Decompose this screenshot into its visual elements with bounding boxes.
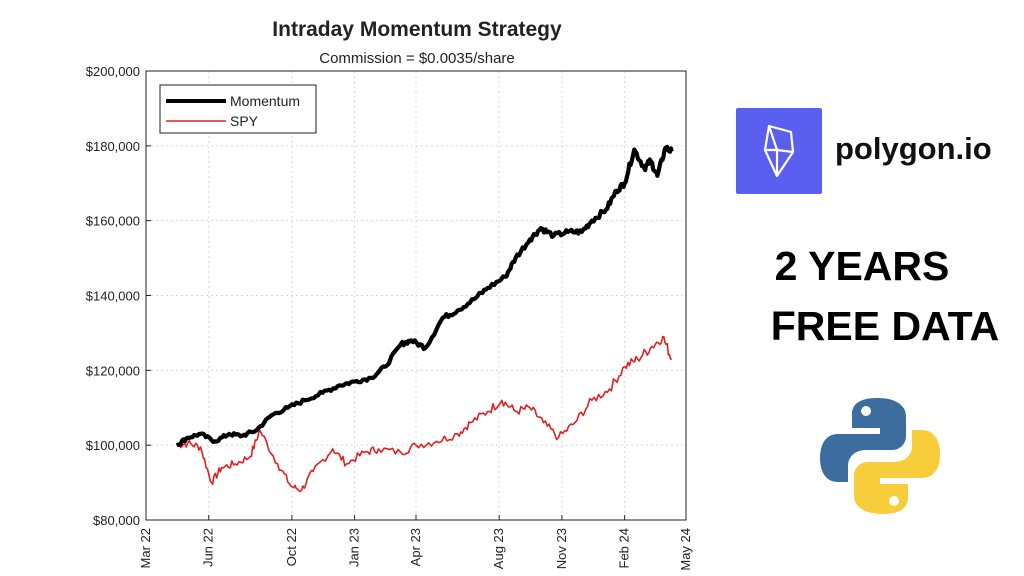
headline-line-2: FREE DATA (770, 303, 1000, 349)
x-tick-label: Feb 24 (617, 528, 632, 568)
legend: Momentum SPY (159, 84, 317, 134)
python-yellow-snake (854, 430, 940, 514)
y-tick-label: $140,000 (86, 289, 140, 304)
x-tick-label: May 24 (678, 528, 693, 571)
series-layer (175, 144, 674, 493)
polygon-crystal-icon (763, 124, 795, 178)
python-logo-icon (820, 398, 940, 514)
x-tick-label: Mar 22 (138, 528, 153, 568)
promo-panel: polygon.io 2 YEARS FREE DATA (720, 0, 1024, 576)
x-tick-label: Jun 22 (201, 528, 216, 567)
brand-name: polygon.io (835, 131, 992, 166)
polygon-logo (736, 108, 822, 194)
x-tick-label: Jan 23 (347, 528, 362, 567)
x-tick-label: Aug 23 (491, 528, 506, 569)
y-tick-label: $180,000 (86, 139, 140, 154)
axis-labels: $80,000 $100,000 $120,000 $140,000 $160,000 $… (86, 64, 693, 571)
python-blue-snake (820, 398, 906, 482)
chart-subtitle: Commission = $0.0035/share (319, 50, 515, 67)
x-tick-label: Nov 23 (554, 528, 569, 569)
chart: Intraday Momentum Strategy Commission = … (86, 18, 693, 571)
y-tick-label: $160,000 (86, 214, 140, 229)
y-tick-label: $120,000 (86, 363, 140, 378)
legend-label-momentum: Momentum (230, 93, 300, 109)
grid (146, 71, 686, 520)
x-tick-label: Apr 23 (408, 528, 423, 566)
series-line-momentum (175, 144, 674, 448)
y-tick-label: $80,000 (93, 513, 140, 528)
python-eye-bottom (889, 496, 899, 506)
y-tick-label: $100,000 (86, 438, 140, 453)
legend-box (159, 84, 317, 134)
series-line-spy (176, 335, 672, 493)
python-eye-top (861, 406, 871, 416)
headline-line-1: 2 YEARS (774, 243, 950, 289)
legend-label-spy: SPY (230, 113, 259, 129)
chart-title: Intraday Momentum Strategy (272, 18, 562, 41)
y-tick-label: $200,000 (86, 64, 140, 79)
x-tick-label: Oct 22 (284, 528, 299, 566)
